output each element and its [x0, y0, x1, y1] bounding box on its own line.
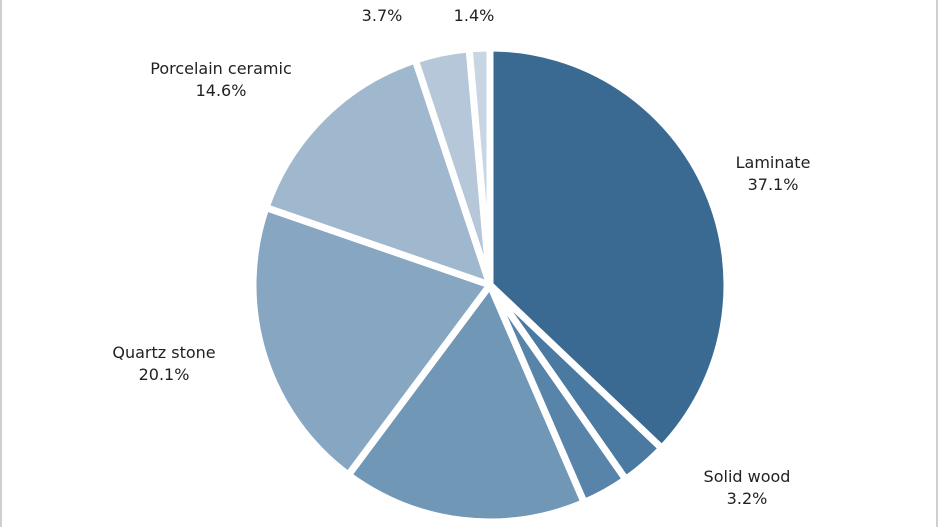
slice-label-laminate: Laminate 37.1% [736, 153, 811, 194]
slice-label-name: Porcelain ceramic [150, 59, 292, 78]
pie-slices [249, 44, 731, 526]
pie-slice-slice-3 [344, 281, 588, 526]
slice-label-name: Laminate [736, 153, 811, 172]
slice-label-others: Others 1.4% [447, 0, 501, 25]
slice-label-glass: Glass 3.7% [360, 0, 403, 25]
pie-labels: Laminate 37.1% Solid wood 3.2% Quartz stone 2… [112, 0, 810, 508]
slice-label-quartz-stone: Quartz stone 20.1% [112, 343, 215, 384]
slice-label-name: Glass [360, 0, 403, 3]
slice-label-name: Quartz stone [112, 343, 215, 362]
slice-label-percent: 1.4% [454, 6, 495, 25]
slice-label-percent: 3.2% [727, 489, 768, 508]
slice-label-name: Solid wood [704, 467, 791, 486]
slice-label-name: Others [447, 0, 501, 3]
slice-label-percent: 20.1% [139, 365, 190, 384]
pie-slice-laminate [486, 44, 731, 452]
pie-slice-quartz-stone [249, 204, 494, 479]
slice-label-porcelain-ceramic: Porcelain ceramic 14.6% [150, 59, 292, 100]
pie-slice-others [465, 44, 494, 289]
slice-label-percent: 3.7% [362, 6, 403, 25]
slice-label-solid-wood: Solid wood 3.2% [704, 467, 791, 508]
slice-label-percent: 14.6% [196, 81, 247, 100]
slice-label-percent: 37.1% [748, 175, 799, 194]
